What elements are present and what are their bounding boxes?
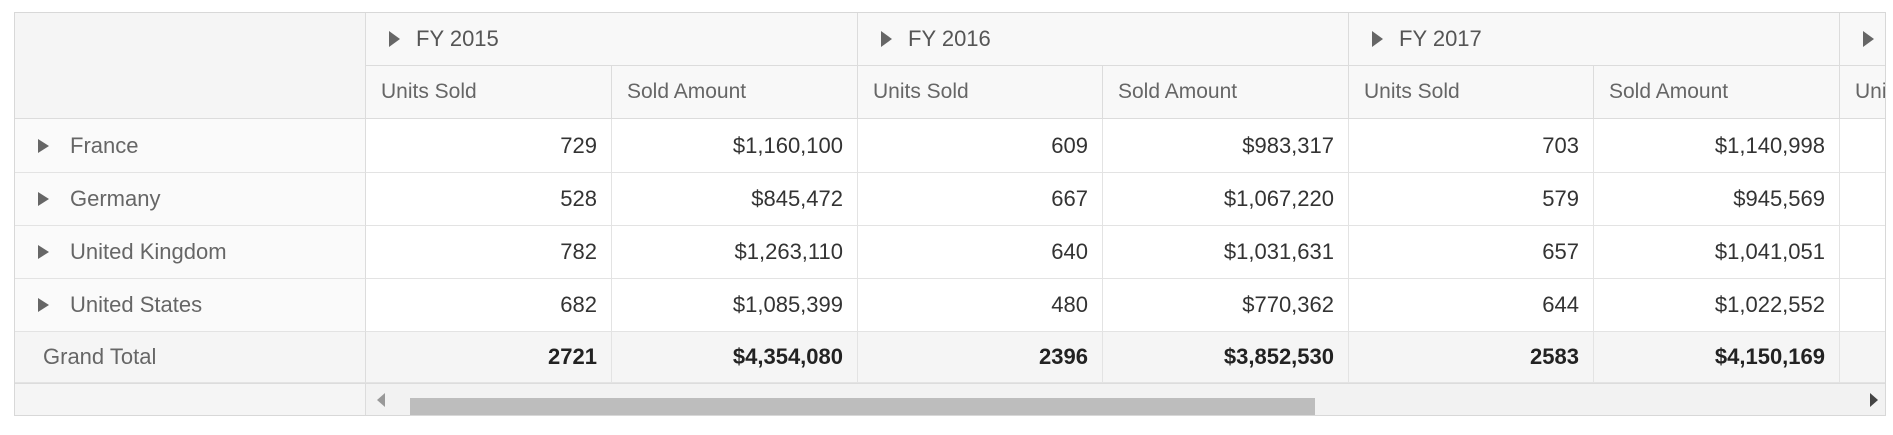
- grand-total-cell[interactable]: 2396: [858, 332, 1103, 383]
- expand-icon[interactable]: [1863, 31, 1874, 47]
- value-cell[interactable]: $945,569: [1594, 173, 1840, 226]
- column-header-label: FY 2016: [908, 26, 991, 51]
- row-header-label: Germany: [70, 186, 161, 211]
- header-corner: [15, 13, 366, 119]
- expand-icon[interactable]: [881, 31, 892, 47]
- scrollbar-thumb[interactable]: [410, 398, 1315, 415]
- grand-total-cell[interactable]: $3,852,530: [1103, 332, 1349, 383]
- value-cell[interactable]: 782: [366, 226, 612, 279]
- expand-icon[interactable]: [389, 31, 400, 47]
- value-cell[interactable]: 579: [1349, 173, 1594, 226]
- measure-header[interactable]: Units Sold: [1349, 66, 1594, 119]
- value-cell[interactable]: 640: [858, 226, 1103, 279]
- value-cell[interactable]: 657: [1349, 226, 1594, 279]
- value-cell[interactable]: $1,022,552: [1594, 279, 1840, 332]
- value-cell[interactable]: $983,317: [1103, 119, 1349, 173]
- value-cell[interactable]: $1,031,631: [1103, 226, 1349, 279]
- column-header-fy2017[interactable]: FY 2017: [1349, 13, 1840, 66]
- value-cell-partial: [1840, 226, 1885, 279]
- scroll-right-arrow-icon[interactable]: [1870, 393, 1878, 407]
- row-header-germany[interactable]: Germany: [15, 173, 366, 226]
- measure-header[interactable]: Sold Amount: [612, 66, 858, 119]
- grand-total-cell[interactable]: 2583: [1349, 332, 1594, 383]
- scrollbar-corner: [15, 383, 366, 415]
- value-cell[interactable]: $845,472: [612, 173, 858, 226]
- pivot-table: FY 2015 FY 2016 FY 2017 Units Sold Sold …: [14, 12, 1886, 416]
- grand-total-cell-partial: [1840, 332, 1885, 383]
- value-cell[interactable]: 609: [858, 119, 1103, 173]
- value-cell-partial: [1840, 119, 1885, 173]
- row-header-label: United States: [70, 292, 203, 317]
- value-cell-partial: [1840, 173, 1885, 226]
- value-cell[interactable]: $1,140,998: [1594, 119, 1840, 173]
- measure-header[interactable]: Uni: [1840, 66, 1885, 119]
- value-cell[interactable]: 480: [858, 279, 1103, 332]
- column-header-label: FY 2015: [416, 26, 499, 51]
- expand-icon[interactable]: [38, 192, 49, 206]
- measure-header[interactable]: Sold Amount: [1594, 66, 1840, 119]
- expand-icon[interactable]: [38, 298, 49, 312]
- measure-header[interactable]: Units Sold: [858, 66, 1103, 119]
- value-cell[interactable]: $1,263,110: [612, 226, 858, 279]
- value-cell[interactable]: 528: [366, 173, 612, 226]
- expand-icon[interactable]: [38, 138, 49, 153]
- column-header-label: FY 2017: [1399, 26, 1482, 51]
- value-cell[interactable]: 729: [366, 119, 612, 173]
- value-cell[interactable]: 667: [858, 173, 1103, 226]
- value-cell[interactable]: 644: [1349, 279, 1594, 332]
- value-cell[interactable]: $1,067,220: [1103, 173, 1349, 226]
- value-cell[interactable]: $770,362: [1103, 279, 1349, 332]
- row-header-france[interactable]: France: [15, 119, 366, 173]
- value-cell[interactable]: $1,085,399: [612, 279, 858, 332]
- measure-header[interactable]: Sold Amount: [1103, 66, 1349, 119]
- grand-total-cell[interactable]: $4,150,169: [1594, 332, 1840, 383]
- grand-total-cell[interactable]: $4,354,080: [612, 332, 858, 383]
- measure-header[interactable]: Units Sold: [366, 66, 612, 119]
- scroll-left-arrow-icon[interactable]: [377, 393, 385, 407]
- row-header-united-kingdom[interactable]: United Kingdom: [15, 226, 366, 279]
- value-cell[interactable]: $1,041,051: [1594, 226, 1840, 279]
- value-cell-partial: [1840, 279, 1885, 332]
- row-header-label: United Kingdom: [70, 239, 227, 264]
- expand-icon[interactable]: [38, 245, 49, 259]
- value-cell[interactable]: 703: [1349, 119, 1594, 173]
- expand-icon[interactable]: [1372, 31, 1383, 47]
- grand-total-cell[interactable]: 2721: [366, 332, 612, 383]
- grand-total-label: Grand Total: [15, 332, 366, 383]
- value-cell[interactable]: 682: [366, 279, 612, 332]
- column-header-fy2016[interactable]: FY 2016: [858, 13, 1349, 66]
- column-header-fy2015[interactable]: FY 2015: [366, 13, 858, 66]
- value-cell[interactable]: $1,160,100: [612, 119, 858, 173]
- row-header-united-states[interactable]: United States: [15, 279, 366, 332]
- column-header-next[interactable]: [1840, 13, 1885, 66]
- row-header-label: France: [70, 132, 139, 158]
